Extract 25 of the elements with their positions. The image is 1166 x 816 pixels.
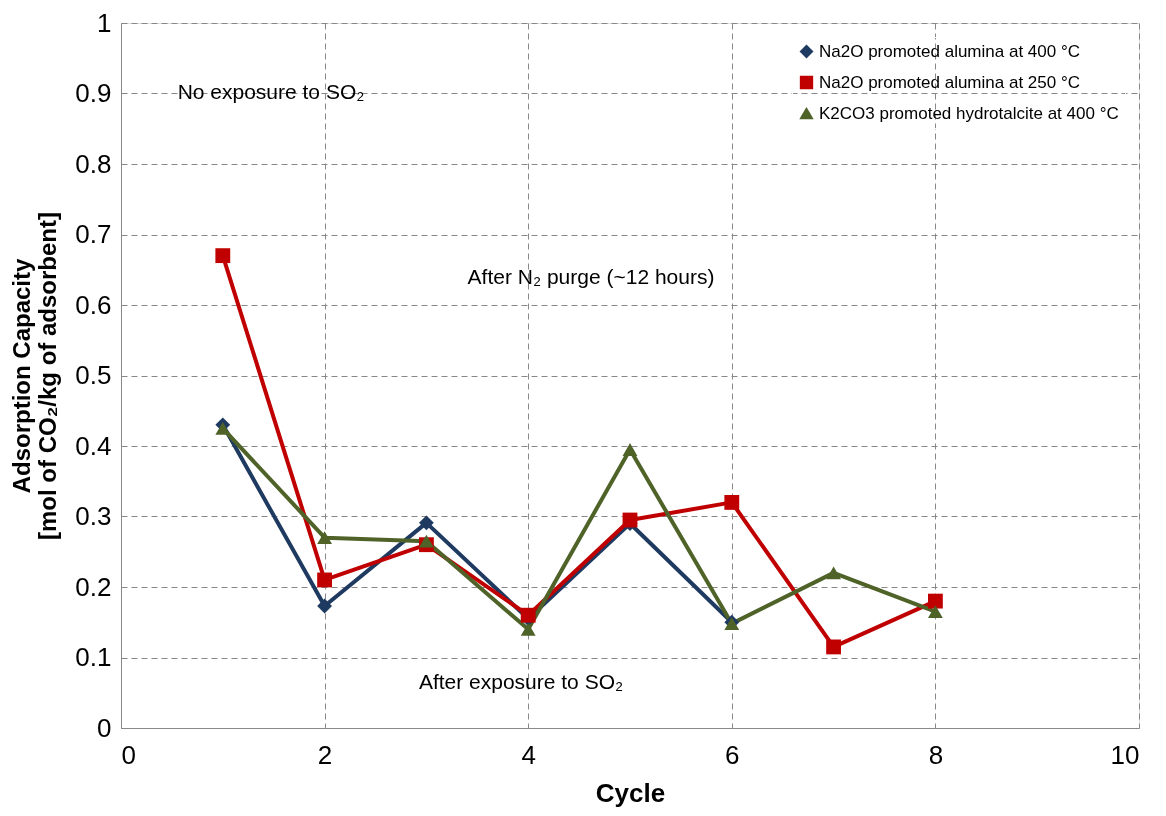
x-tick-label: 6 bbox=[725, 739, 740, 770]
x-tick-label: 4 bbox=[521, 739, 536, 770]
x-tick-label: 0 bbox=[121, 739, 136, 770]
y-axis-title: Adsorption Capacity [mol of CO₂/kg of adsorbent] bbox=[8, 212, 62, 540]
legend-label: Na2O promoted alumina at 400 °C bbox=[819, 41, 1080, 61]
y-tick-label: 0.2 bbox=[75, 571, 112, 602]
annotation: After exposure to SO₂ bbox=[418, 670, 624, 693]
y-tick-label: 0.9 bbox=[75, 78, 112, 108]
y-tick-label: 1 bbox=[97, 7, 112, 38]
x-tick-label: 10 bbox=[1110, 739, 1140, 770]
y-tick-label: 0.1 bbox=[75, 642, 112, 672]
y-tick-label: 0.5 bbox=[75, 360, 112, 390]
legend-label: Na2O promoted alumina at 250 °C bbox=[819, 72, 1080, 92]
x-tick-label: 8 bbox=[928, 739, 944, 770]
y-tick-label: 0.4 bbox=[75, 430, 112, 461]
legend-label: K2CO3 promoted hydrotalcite at 400 °C bbox=[819, 103, 1119, 123]
annotation: No exposure to SO₂ bbox=[177, 80, 365, 103]
annotation: After N₂ purge (~12 hours) bbox=[467, 265, 715, 288]
y-tick-label: 0 bbox=[97, 712, 112, 743]
x-tick-label: 2 bbox=[317, 739, 333, 770]
y-tick-label: 0.3 bbox=[75, 501, 112, 531]
y-tick-label: 0.7 bbox=[75, 219, 112, 249]
y-tick-label: 0.6 bbox=[75, 289, 112, 320]
x-axis-title: Cycle bbox=[595, 777, 666, 808]
y-tick-label: 0.8 bbox=[75, 148, 112, 179]
